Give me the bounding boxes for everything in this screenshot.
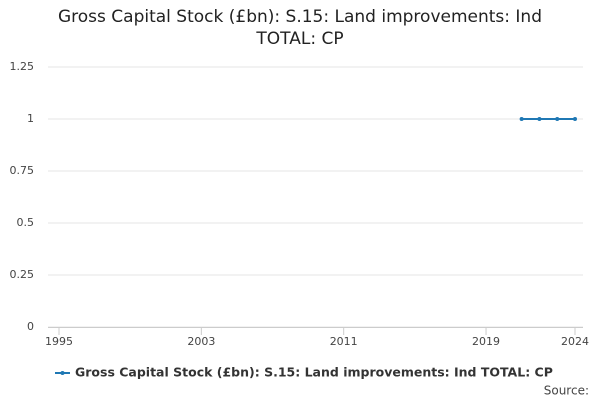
x-tick-label: 2019 bbox=[472, 335, 500, 348]
point bbox=[537, 117, 542, 121]
y-tick-label: 1 bbox=[27, 112, 34, 125]
x-tick-label: 2024 bbox=[561, 335, 589, 348]
x-tick-label: 2003 bbox=[187, 335, 215, 348]
y-tick-label: 1.25 bbox=[10, 60, 35, 73]
x-tick-label: 2011 bbox=[330, 335, 358, 348]
source: Source: bbox=[544, 384, 589, 398]
y-tick-label: 0 bbox=[27, 320, 34, 333]
point bbox=[573, 117, 577, 121]
legend-swatch-dot bbox=[60, 371, 65, 375]
point bbox=[555, 117, 560, 121]
x-tick-label: 1995 bbox=[45, 335, 73, 348]
legend-label: Gross Capital Stock (£bn): S.15: Land im… bbox=[75, 365, 553, 380]
y-tick-label: 0.5 bbox=[17, 216, 35, 229]
chart-title: Gross Capital Stock (£bn): S.15: Land im… bbox=[57, 7, 542, 49]
y-tick-label: 0.25 bbox=[10, 268, 35, 281]
point bbox=[519, 117, 524, 121]
y-tick-label: 0.75 bbox=[10, 164, 35, 177]
